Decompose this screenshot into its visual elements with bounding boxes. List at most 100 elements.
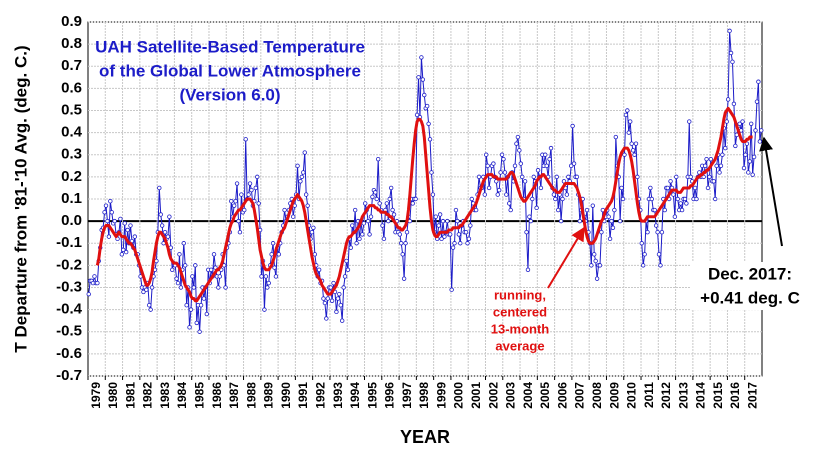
x-tick-label: 1991	[296, 382, 310, 409]
monthly-point	[727, 28, 732, 34]
monthly-point	[263, 274, 269, 279]
monthly-point	[645, 229, 650, 235]
monthly-point	[413, 196, 418, 202]
annotation: running,	[494, 287, 546, 302]
monthly-point	[594, 276, 600, 281]
monthly-point	[427, 137, 433, 142]
monthly-point	[748, 121, 754, 126]
monthly-point	[606, 214, 611, 219]
monthly-point	[190, 274, 195, 279]
monthly-point	[718, 163, 724, 169]
monthly-point	[316, 267, 322, 272]
monthly-point	[247, 181, 253, 186]
monthly-point	[368, 214, 374, 219]
monthly-point	[198, 303, 204, 308]
monthly-point	[162, 229, 168, 235]
monthly-point	[123, 249, 129, 255]
y-tick-label: -0.1	[56, 234, 82, 251]
monthly-point	[640, 263, 646, 268]
monthly-point	[687, 119, 692, 124]
monthly-point	[231, 203, 237, 208]
monthly-point	[410, 201, 415, 206]
monthly-point	[679, 207, 685, 213]
monthly-point	[208, 267, 214, 272]
monthly-point	[363, 201, 368, 206]
monthly-point	[684, 201, 689, 206]
x-tick-label: 2005	[538, 382, 552, 409]
monthly-point	[458, 241, 463, 246]
monthly-point	[109, 210, 114, 215]
monthly-point	[384, 201, 390, 206]
monthly-point	[518, 161, 523, 166]
monthly-point	[590, 203, 595, 208]
monthly-point	[617, 218, 623, 224]
x-tick-label: 2003	[504, 382, 518, 409]
monthly-point	[620, 196, 626, 202]
monthly-point	[223, 285, 228, 290]
monthly-point	[456, 232, 462, 237]
monthly-point	[496, 187, 502, 193]
monthly-point	[504, 192, 509, 197]
monthly-point	[469, 196, 475, 202]
monthly-point	[321, 296, 326, 301]
monthly-point	[512, 163, 518, 169]
monthly-point	[239, 192, 244, 197]
monthly-point	[476, 174, 482, 180]
x-tick-label: 2010	[625, 382, 639, 409]
monthly-point	[547, 156, 552, 162]
monthly-point	[558, 218, 564, 224]
monthly-point	[725, 97, 731, 102]
monthly-point	[597, 263, 603, 268]
monthly-point	[522, 179, 528, 184]
monthly-point	[628, 119, 633, 124]
monthly-point	[331, 280, 336, 286]
x-tick-label: 2002	[486, 382, 500, 409]
monthly-point	[746, 170, 751, 175]
monthly-point	[334, 309, 339, 315]
monthly-point	[445, 218, 450, 224]
monthly-point	[495, 192, 500, 197]
monthly-point	[337, 291, 342, 297]
monthly-point	[593, 258, 598, 264]
monthly-point	[102, 210, 107, 215]
monthly-point	[276, 252, 282, 257]
monthly-point	[183, 263, 188, 268]
monthly-point	[132, 234, 138, 239]
y-tick-label: 0.5	[61, 101, 82, 118]
monthly-point	[450, 245, 456, 250]
monthly-point	[564, 192, 570, 197]
monthly-point	[668, 179, 673, 184]
x-tick-label: 1984	[175, 382, 189, 409]
monthly-point	[538, 185, 544, 191]
monthly-point	[436, 223, 441, 228]
chart-title: of the Global Lower Atmosphere	[99, 61, 361, 80]
monthly-point	[751, 154, 757, 160]
monthly-point	[675, 196, 680, 202]
x-tick-label: 1986	[210, 382, 224, 409]
monthly-point	[622, 152, 627, 157]
monthly-point	[465, 241, 470, 246]
monthly-point	[635, 174, 640, 180]
monthly-point	[737, 121, 742, 126]
monthly-point	[148, 307, 153, 312]
monthly-point	[416, 75, 421, 80]
monthly-point	[272, 265, 277, 270]
monthly-point	[354, 241, 359, 246]
monthly-point	[141, 289, 146, 295]
annotation-arrow	[547, 226, 585, 289]
monthly-point	[170, 267, 175, 272]
monthly-point	[672, 214, 678, 219]
monthly-point	[105, 218, 110, 224]
monthly-point	[652, 207, 657, 213]
monthly-point	[265, 285, 270, 290]
monthly-point	[344, 258, 349, 264]
monthly-point	[233, 199, 238, 204]
monthly-point	[730, 59, 735, 65]
annotation-arrow	[759, 136, 783, 247]
monthly-point	[678, 201, 683, 206]
monthly-point	[426, 121, 431, 126]
x-tick-label: 2007	[573, 382, 587, 409]
monthly-point	[312, 252, 318, 257]
monthly-point	[466, 236, 472, 242]
x-tick-label: 2006	[555, 382, 569, 409]
